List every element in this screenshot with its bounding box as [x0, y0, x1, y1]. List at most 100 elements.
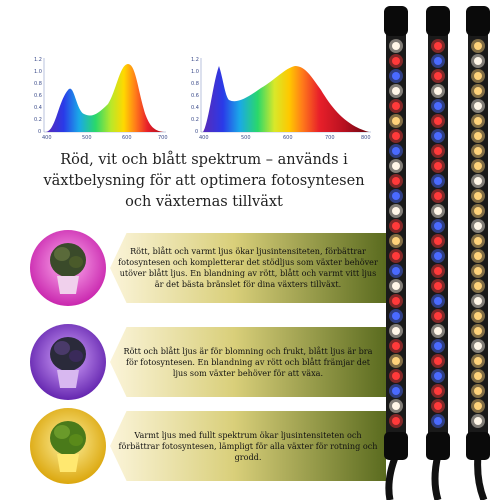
y-tick: 0: [38, 129, 41, 135]
led-light: [392, 117, 400, 125]
led-light: [474, 207, 482, 215]
led-light: [392, 192, 400, 200]
led-light: [434, 267, 442, 275]
lamp-stem: [474, 454, 488, 500]
x-tick: 500: [82, 135, 92, 140]
x-tick: 400: [199, 135, 209, 140]
y-tick: 1.0: [34, 69, 42, 75]
led-light: [434, 312, 442, 320]
description-banner: Varmt ljus med fullt spektrum ökar ljusi…: [110, 411, 386, 481]
led-light: [434, 87, 442, 95]
led-light: [392, 312, 400, 320]
led-light: [474, 162, 482, 170]
led-light: [392, 357, 400, 365]
led-light: [434, 297, 442, 305]
plant-photo-pink: [30, 230, 106, 306]
led-light: [434, 402, 442, 410]
led-light: [474, 387, 482, 395]
led-light: [392, 222, 400, 230]
y-tick: 0.2: [34, 117, 42, 123]
feature-row-warm-full-spectrum: Varmt ljus med fullt spektrum ökar ljusi…: [30, 406, 386, 486]
led-light: [392, 162, 400, 170]
y-tick: 0.2: [191, 117, 199, 123]
x-tick: 600: [122, 135, 132, 140]
feature-row-red-blue-warm: Rött, blått och varmt ljus ökar ljusinte…: [30, 228, 386, 308]
led-light: [474, 57, 482, 65]
y-tick: 1.2: [191, 57, 199, 63]
led-light: [434, 102, 442, 110]
led-light: [434, 207, 442, 215]
led-light: [434, 192, 442, 200]
led-light: [434, 342, 442, 350]
y-tick: 0.8: [191, 81, 199, 87]
led-light: [474, 72, 482, 80]
led-light: [434, 42, 442, 50]
lamp-cap: [466, 6, 490, 36]
y-tick: 0.6: [191, 93, 199, 99]
led-light: [474, 357, 482, 365]
led-light: [392, 237, 400, 245]
y-tick: 0.8: [34, 81, 42, 87]
led-grow-lamps: [378, 0, 500, 500]
lamp-cap: [426, 6, 450, 36]
led-light: [474, 342, 482, 350]
lamp-base: [384, 432, 408, 460]
led-light: [392, 132, 400, 140]
y-tick: 1.2: [34, 57, 42, 63]
led-light: [434, 72, 442, 80]
led-light: [434, 132, 442, 140]
led-light: [434, 252, 442, 260]
spectrum-chart-full: 1.2 1.0 0.8 0.6 0.4 0.2 0 400 500 600 70…: [185, 52, 375, 140]
description-banner: Rött och blått ljus är för blomning och …: [110, 327, 386, 397]
x-tick: 400: [42, 135, 52, 140]
plant-photo-yellow: [30, 408, 106, 484]
led-light: [392, 372, 400, 380]
led-light: [474, 117, 482, 125]
led-light: [434, 327, 442, 335]
led-light: [434, 57, 442, 65]
y-tick: 0: [195, 129, 198, 135]
led-light: [392, 342, 400, 350]
led-light: [434, 237, 442, 245]
x-tick: 600: [283, 135, 293, 140]
led-light: [474, 222, 482, 230]
led-light: [474, 192, 482, 200]
led-light: [392, 252, 400, 260]
y-tick: 0.4: [191, 105, 199, 111]
x-tick: 500: [241, 135, 251, 140]
led-light: [392, 417, 400, 425]
led-light: [392, 267, 400, 275]
led-light: [474, 282, 482, 290]
description-banner: Rött, blått och varmt ljus ökar ljusinte…: [110, 233, 386, 303]
led-light: [392, 402, 400, 410]
led-light: [392, 72, 400, 80]
y-tick: 0.4: [34, 105, 42, 111]
led-light: [474, 252, 482, 260]
led-light: [392, 297, 400, 305]
led-light: [474, 372, 482, 380]
led-light: [474, 312, 482, 320]
led-light: [474, 417, 482, 425]
plant-photo-purple: [30, 324, 106, 400]
spectrum-chart-red-blue: 1.2 1.0 0.8 0.6 0.4 0.2 0 400 500 600 70…: [28, 52, 170, 140]
led-light: [392, 42, 400, 50]
led-light: [434, 372, 442, 380]
x-tick: 700: [325, 135, 335, 140]
led-light: [474, 267, 482, 275]
headline: Röd, vit och blått spektrum – används i …: [43, 152, 365, 210]
led-light: [434, 117, 442, 125]
led-light: [474, 87, 482, 95]
lamp-cap: [384, 6, 408, 36]
y-tick: 0.6: [34, 93, 42, 99]
led-light: [474, 132, 482, 140]
feature-row-red-blue: Rött och blått ljus är för blomning och …: [30, 322, 386, 402]
led-light: [434, 387, 442, 395]
lamp-stem: [385, 453, 400, 500]
lamp-stem: [431, 454, 442, 500]
led-light: [434, 417, 442, 425]
led-light: [474, 147, 482, 155]
led-light: [434, 357, 442, 365]
led-light: [474, 102, 482, 110]
led-light: [434, 162, 442, 170]
led-light: [474, 327, 482, 335]
